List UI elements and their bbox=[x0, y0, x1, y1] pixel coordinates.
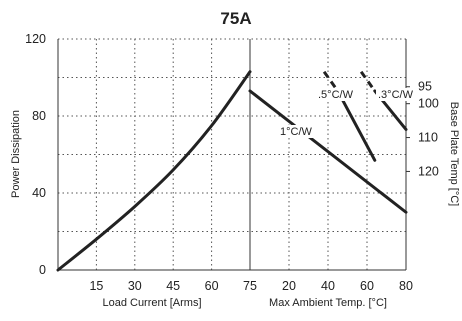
y-left-tick-label: 40 bbox=[32, 186, 46, 200]
y-right-tick-label: 95 bbox=[418, 80, 432, 94]
text-layer: 0 40 80 120 95 100 110 120 15 30 45 60 75 20 40 60 80 bbox=[25, 32, 439, 293]
y-left-tick-label: 80 bbox=[32, 109, 46, 123]
y-right-tick-label: 100 bbox=[418, 97, 439, 111]
x-right-tick-label: 60 bbox=[360, 279, 374, 293]
chart-title: 75A bbox=[220, 9, 251, 28]
series-label-background bbox=[376, 88, 416, 101]
x-right-tick-label: 80 bbox=[399, 279, 413, 293]
x-left-tick-label: 15 bbox=[89, 279, 103, 293]
series-dashed-segment bbox=[359, 70, 377, 92]
y-right-axis-label: Base Plate Temp [°C] bbox=[448, 102, 460, 206]
series-label: .5°C/W bbox=[318, 89, 354, 101]
x-right-tick-label: 20 bbox=[282, 279, 296, 293]
y-left-tick-label: 120 bbox=[25, 32, 46, 46]
series-label-background bbox=[316, 88, 356, 101]
grid-layer bbox=[58, 38, 406, 270]
series-dashed-segment bbox=[322, 70, 339, 92]
series-layer: 1°C/W .5°C/W .3°C/W bbox=[56, 70, 416, 272]
x-right-axis-label: Max Ambient Temp. [°C] bbox=[269, 297, 387, 309]
series-label: 1°C/W bbox=[280, 126, 313, 138]
x-left-axis-label: Load Current [Arms] bbox=[102, 297, 201, 309]
x-right-tick-label: 40 bbox=[321, 279, 335, 293]
series-line bbox=[248, 89, 408, 214]
x-left-tick-label: 30 bbox=[128, 279, 142, 293]
series-label: .3°C/W bbox=[378, 89, 414, 101]
y-right-tick-label: 120 bbox=[418, 164, 439, 178]
y-right-tick-label: 110 bbox=[418, 131, 438, 145]
plot-frame bbox=[57, 39, 410, 271]
x-left-tick-label: 60 bbox=[205, 279, 219, 293]
y-left-tick-label: 0 bbox=[39, 263, 46, 277]
x-left-tick-label: 75 bbox=[243, 279, 257, 293]
y-left-axis-label: Power Dissipation bbox=[10, 110, 22, 198]
series-load-current-curve bbox=[56, 70, 252, 272]
x-left-tick-label: 45 bbox=[166, 279, 180, 293]
series-label-background bbox=[278, 125, 318, 138]
series-line bbox=[336, 89, 377, 162]
